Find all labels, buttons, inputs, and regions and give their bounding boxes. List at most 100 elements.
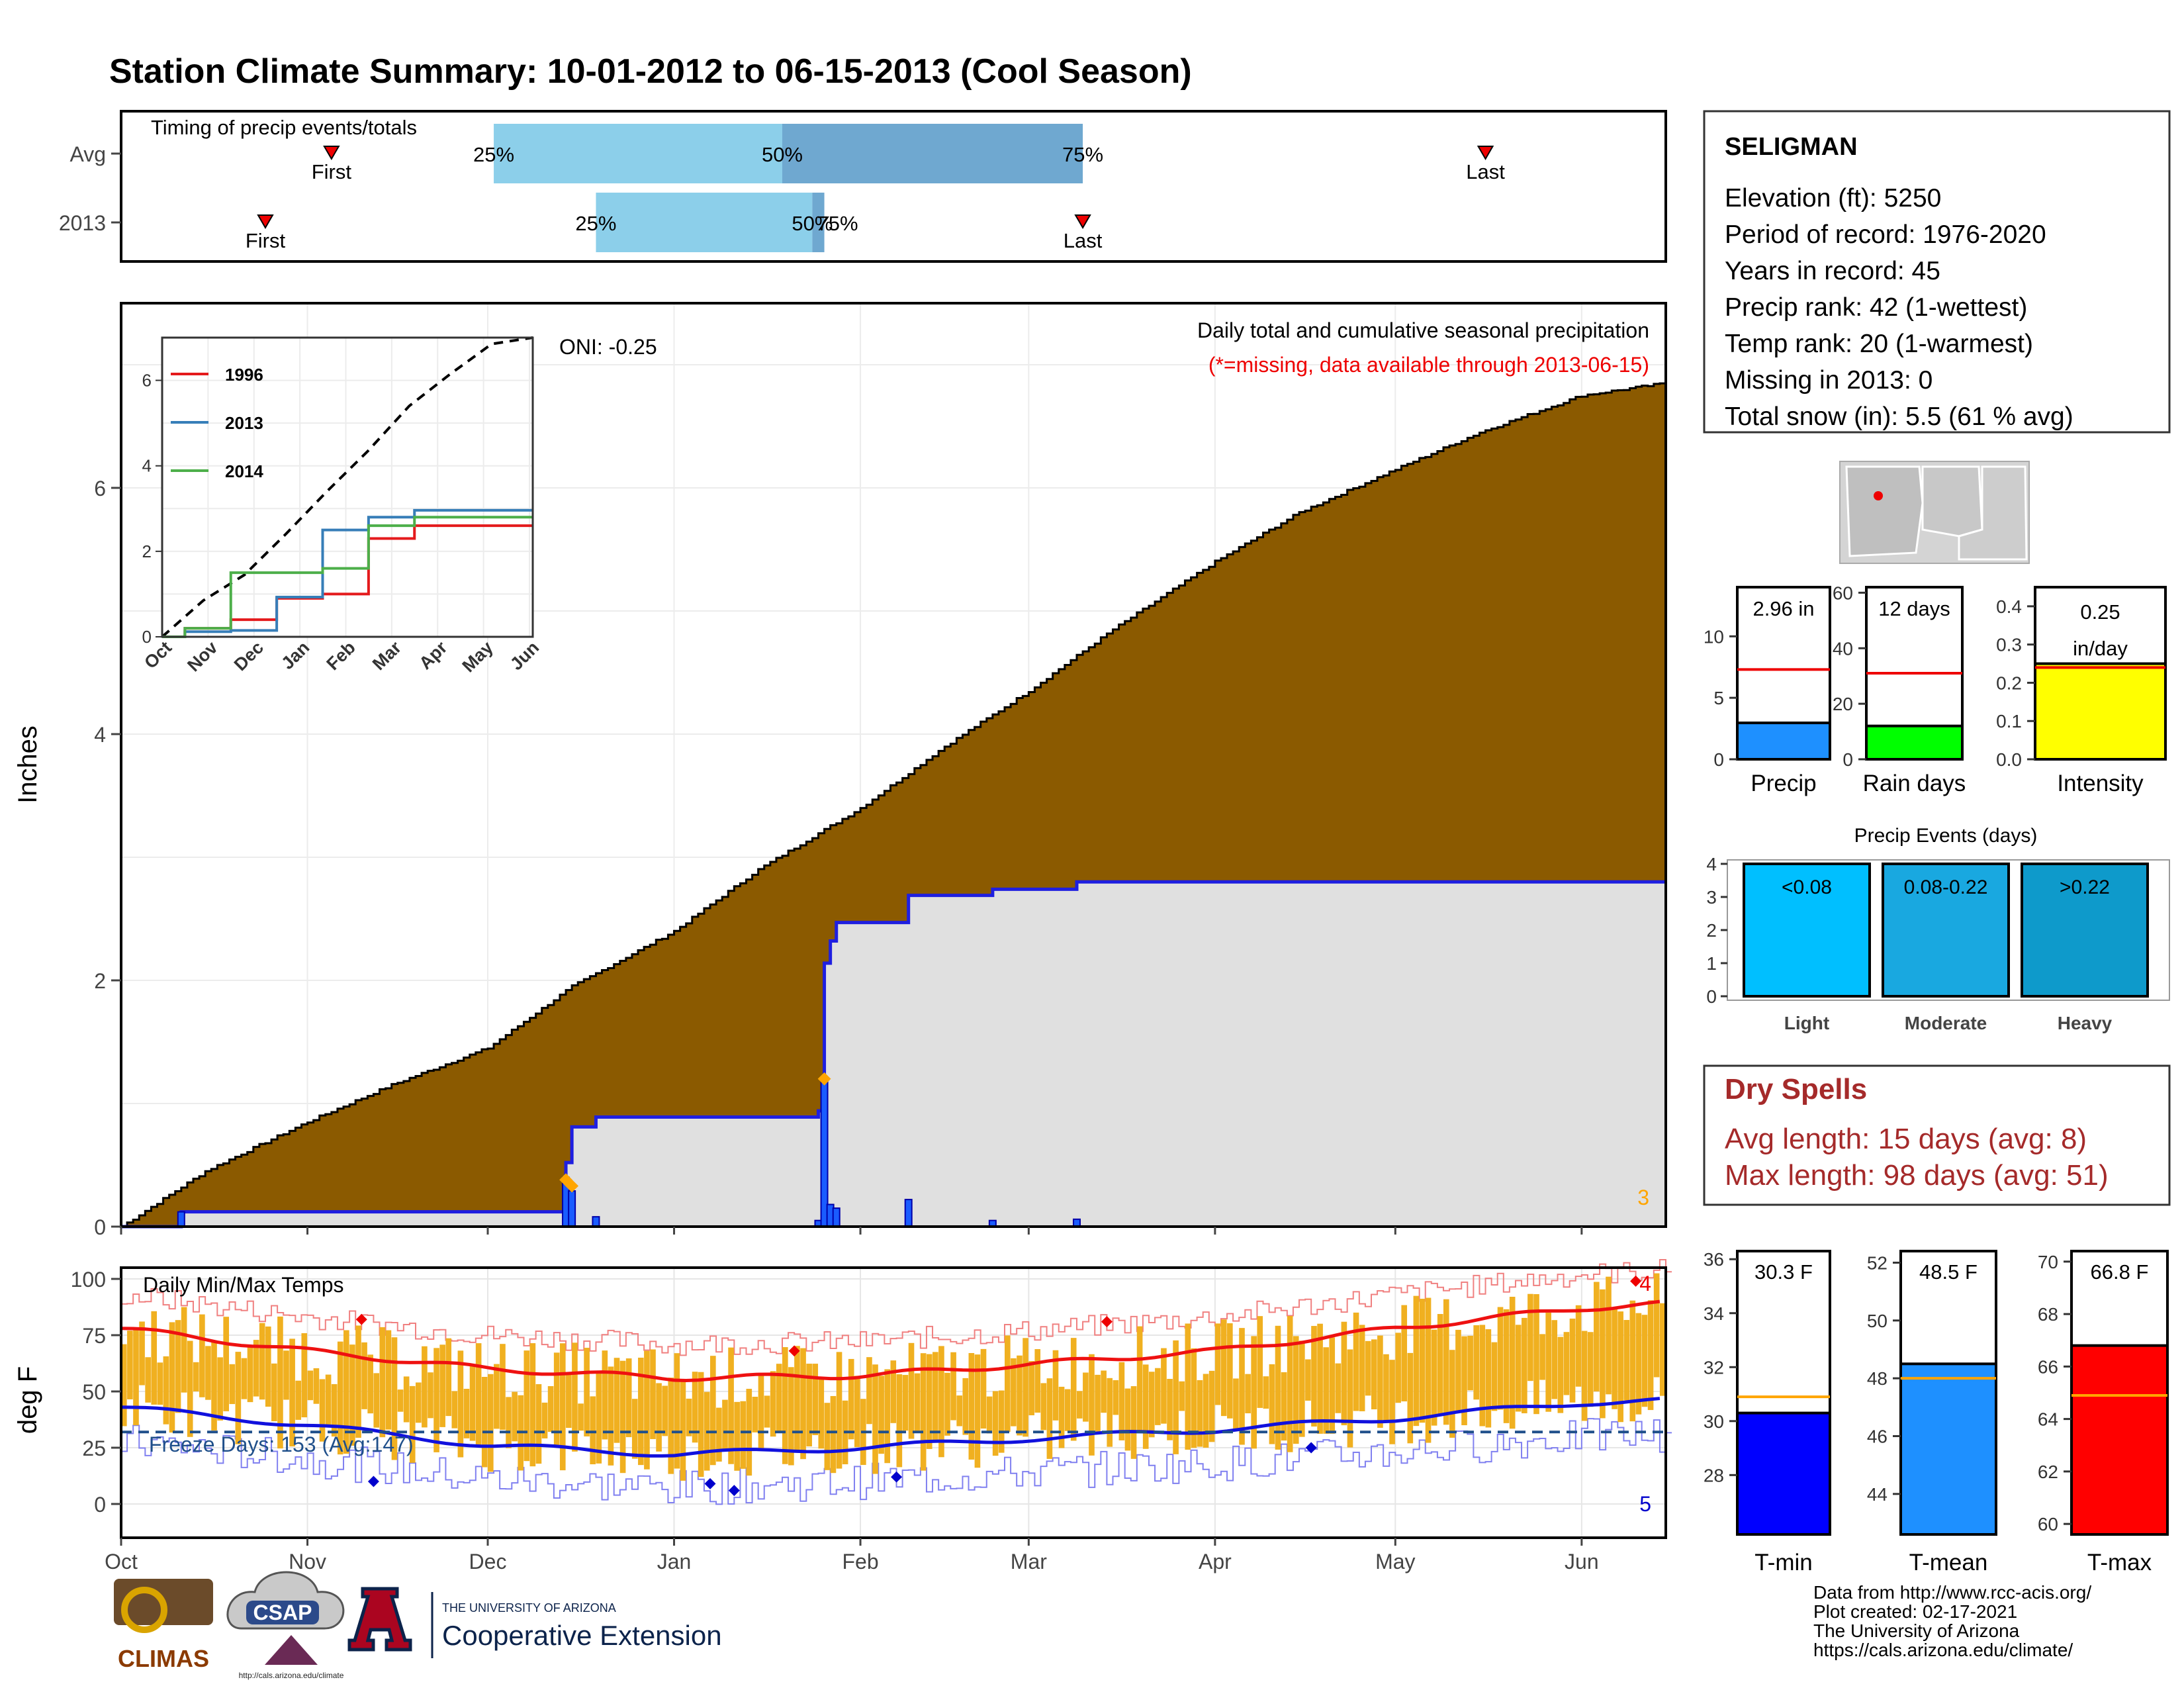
temp-y-tick-label: 52 — [1867, 1252, 1888, 1273]
record-low-marker — [367, 1476, 379, 1487]
daily-temp-bar — [1563, 1332, 1570, 1395]
temp-y-tick-label: 68 — [2038, 1304, 2058, 1325]
events-y-tick-label: 1 — [1706, 953, 1717, 974]
mini-bar-label: Intensity — [2057, 771, 2144, 796]
daily-temp-bar — [1515, 1325, 1522, 1412]
daily-temp-bar — [1545, 1312, 1551, 1412]
daily-temp-bar — [457, 1350, 464, 1458]
daily-temp-bar — [1257, 1316, 1263, 1408]
daily-temp-bar — [836, 1352, 842, 1469]
station-location-marker — [1874, 491, 1883, 500]
station-info-line: Period of record: 1976-2020 — [1725, 220, 2046, 249]
daily-temp-bar — [416, 1382, 422, 1423]
daily-temp-bar — [1635, 1313, 1642, 1415]
daily-temp-bar — [830, 1395, 837, 1474]
daily-temp-bar — [1395, 1333, 1401, 1403]
daily-temp-bar — [686, 1398, 692, 1436]
mini-bar-label: Precip — [1751, 771, 1816, 796]
daily-temp-bar — [283, 1350, 289, 1400]
daily-temp-bar — [433, 1348, 439, 1452]
event-bar-Heavy — [2021, 863, 2149, 998]
event-bar-label: Moderate — [1905, 1013, 1987, 1033]
events-y-tick-label: 0 — [1706, 986, 1717, 1007]
y-tick-label: 0 — [94, 1215, 106, 1239]
daily-temp-bar — [608, 1366, 614, 1466]
daily-temp-bar — [1539, 1334, 1545, 1380]
daily-temp-bar — [740, 1401, 747, 1469]
daily-temp-bar — [890, 1360, 897, 1423]
temp-bar-T-max — [2070, 1344, 2169, 1536]
event-bar-Light — [1743, 863, 1871, 998]
daily-temp-bar — [1443, 1299, 1449, 1425]
temp-bar-T-min — [1736, 1411, 1831, 1536]
freeze-days-label: Freeze Days: 153 (Avg:147) — [149, 1432, 414, 1456]
inset-y-tick-label: 4 — [142, 456, 152, 476]
map-state-newmexico — [1921, 465, 1983, 538]
page-title: Station Climate Summary: 10-01-2012 to 0… — [109, 52, 1192, 91]
daily-temp-bar — [1005, 1335, 1011, 1432]
daily-temp-bar — [776, 1364, 782, 1433]
daily-temp-bar — [1431, 1329, 1437, 1426]
daily-temp-bar — [1052, 1350, 1059, 1421]
daily-temp-bar — [1293, 1336, 1299, 1444]
daily-temp-bar — [848, 1358, 854, 1440]
footer-line: Plot created: 02-17-2021 — [1813, 1601, 2017, 1622]
daily-temp-bar — [265, 1326, 271, 1407]
ua-logo-bottom-text: Cooperative Extension — [442, 1620, 722, 1651]
y-axis-label: Inches — [13, 726, 42, 804]
daily-temp-bar — [289, 1338, 295, 1447]
daily-temp-bar — [1437, 1313, 1443, 1415]
daily-temp-bar — [824, 1403, 831, 1470]
daily-temp-bar — [1557, 1336, 1564, 1413]
daily-temp-bar — [295, 1380, 301, 1420]
daily-temp-bar — [1095, 1374, 1101, 1432]
footer-line: https://cals.arizona.edu/climate/ — [1813, 1640, 2073, 1660]
daily-temp-bar — [169, 1322, 175, 1433]
daily-temp-bar — [541, 1402, 548, 1438]
daily-temp-bar — [631, 1399, 638, 1459]
timing-bar-25-50 — [596, 193, 813, 252]
snow-marker — [565, 1179, 579, 1193]
events-title: Precip Events (days) — [1854, 825, 2038, 847]
daily-temp-bar — [944, 1372, 950, 1436]
daily-temp-bar — [734, 1401, 740, 1471]
daily-temp-bar — [1359, 1325, 1365, 1411]
daily-temp-bar — [121, 1344, 127, 1427]
daily-temp-bar — [475, 1343, 482, 1446]
daily-temp-bar — [794, 1346, 800, 1452]
daily-temp-bar — [1383, 1354, 1389, 1423]
daily-temp-bar — [722, 1399, 728, 1452]
daily-temp-bar — [127, 1331, 133, 1399]
daily-temp-bar — [1040, 1383, 1047, 1430]
daily-temp-bar — [361, 1342, 367, 1409]
temps-frame — [120, 1266, 1667, 1539]
daily-temp-bar — [422, 1346, 428, 1428]
timing-last-label: Last — [1466, 160, 1505, 183]
temp-y-tick-label: 66 — [2038, 1356, 2058, 1377]
daily-temp-bar — [331, 1383, 338, 1437]
month-label: May — [1375, 1550, 1415, 1573]
daily-temp-bar — [1606, 1276, 1612, 1395]
mini-y-tick-label: 0.4 — [1996, 596, 2022, 617]
inset-y-tick-label: 0 — [142, 627, 152, 647]
daily-temp-bar — [788, 1367, 794, 1466]
footer-credits: Data from http://www.rcc-acis.org/Plot c… — [1813, 1582, 2091, 1660]
month-label: Jun — [1565, 1550, 1599, 1573]
station-info-line: Temp rank: 20 (1-warmest) — [1725, 330, 2033, 358]
daily-temp-bar — [1070, 1338, 1077, 1441]
daily-temp-bar — [547, 1385, 554, 1432]
temp-y-axis-label: deg F — [13, 1366, 42, 1434]
daily-temp-bar — [962, 1378, 969, 1435]
mini-y-tick-label: 0.3 — [1996, 635, 2022, 655]
daily-temp-bar — [884, 1369, 891, 1464]
daily-temp-bar — [1503, 1309, 1510, 1423]
record-high-marker — [1630, 1275, 1642, 1287]
daily-temp-bar — [770, 1371, 776, 1437]
daily-temp-bar — [1191, 1348, 1197, 1448]
daily-temp-bar — [403, 1376, 410, 1423]
daily-temp-bar — [764, 1395, 770, 1428]
mini-bar-Rain days — [1865, 724, 1964, 761]
inset-series-2014 — [162, 516, 533, 638]
record-low-marker — [728, 1485, 740, 1497]
normal-tmax-line — [120, 1299, 1661, 1382]
